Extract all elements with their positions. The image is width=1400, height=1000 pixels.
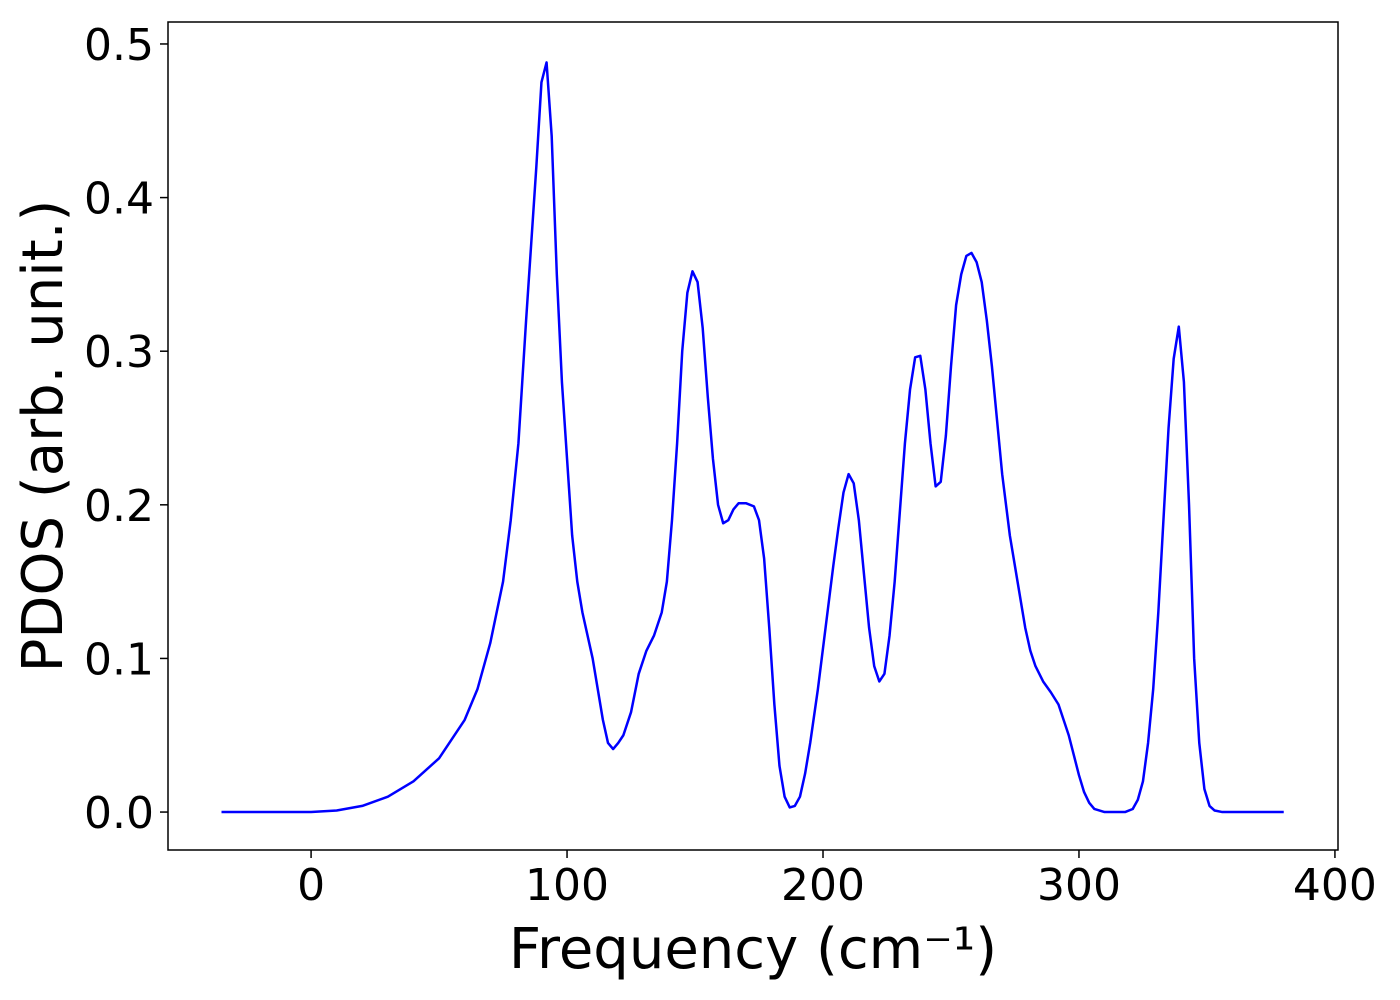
x-tick-label: 400 — [1293, 860, 1377, 911]
x-tick-label: 0 — [297, 860, 325, 911]
y-tick-label: 0.2 — [84, 481, 154, 532]
y-tick-label: 0.0 — [84, 788, 154, 839]
plot-frame — [167, 21, 1339, 851]
x-tick-label: 100 — [525, 860, 609, 911]
y-tick-label: 0.4 — [84, 174, 154, 225]
x-axis-label: Frequency (cm⁻¹) — [509, 917, 997, 982]
x-tick-label: 300 — [1037, 860, 1121, 911]
x-tick-label: 200 — [781, 860, 865, 911]
y-tick-label: 0.1 — [84, 634, 154, 685]
y-tick-label: 0.3 — [84, 327, 154, 378]
y-axis-label: PDOS (arb. unit.) — [11, 200, 76, 673]
y-tick-label: 0.5 — [84, 20, 154, 71]
line-series — [221, 61, 1284, 814]
